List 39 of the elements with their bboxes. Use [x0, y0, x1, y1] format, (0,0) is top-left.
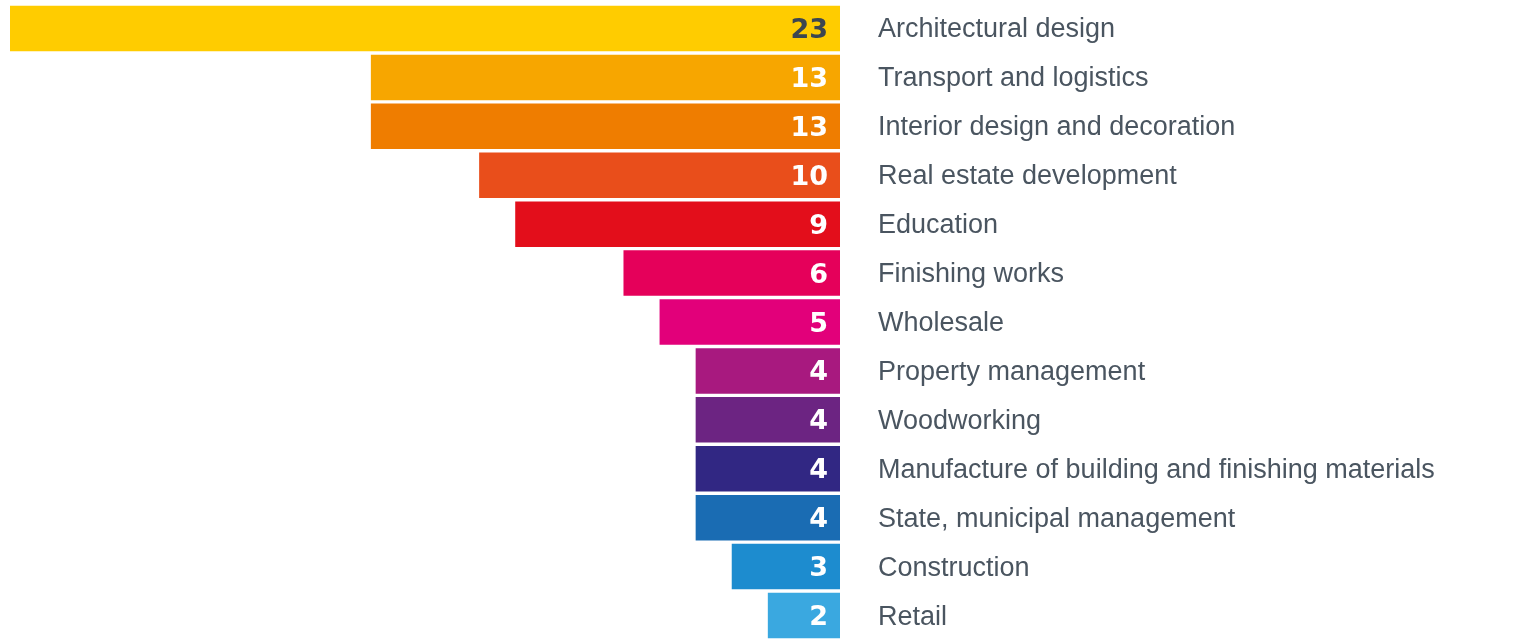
data-label: 4 — [809, 502, 828, 534]
bar — [479, 152, 840, 198]
bar — [10, 5, 840, 52]
y-tick-label: Education — [878, 209, 999, 240]
data-label: 3 — [809, 551, 828, 583]
bar — [370, 103, 840, 150]
bar — [731, 543, 840, 590]
bar — [695, 397, 840, 443]
data-label: 13 — [790, 110, 828, 142]
data-label: 6 — [809, 257, 828, 289]
bar — [695, 348, 840, 394]
data-label: 2 — [809, 600, 828, 632]
bar — [695, 446, 840, 492]
y-tick-label: Real estate development — [878, 160, 1178, 191]
data-label: 4 — [809, 355, 828, 387]
y-tick-label: Manufacture of building and finishing materials — [878, 453, 1435, 484]
y-tick-label: Finishing works — [878, 258, 1065, 289]
y-tick-label: Construction — [878, 551, 1030, 582]
data-label: 5 — [809, 306, 828, 338]
data-label: 4 — [809, 453, 828, 485]
bar — [515, 201, 840, 247]
bar — [659, 299, 840, 345]
bar — [370, 54, 840, 101]
data-label: 23 — [790, 12, 828, 44]
bar — [767, 592, 840, 639]
data-label: 10 — [790, 159, 828, 191]
data-label: 13 — [790, 61, 828, 93]
y-tick-label: Woodworking — [878, 404, 1042, 435]
y-tick-label: Interior design and decoration — [878, 111, 1236, 142]
y-tick-label: Property management — [878, 355, 1146, 386]
y-tick-label: Transport and logistics — [878, 62, 1149, 93]
bar — [623, 250, 840, 296]
y-tick-label: State, municipal management — [878, 502, 1236, 533]
y-tick-label: Wholesale — [878, 307, 1005, 337]
y-tick-label: Architectural design — [878, 13, 1116, 44]
data-label: 9 — [809, 208, 828, 240]
bar — [695, 494, 840, 541]
y-tick-label: Retail — [878, 600, 948, 631]
data-label: 4 — [809, 404, 828, 436]
